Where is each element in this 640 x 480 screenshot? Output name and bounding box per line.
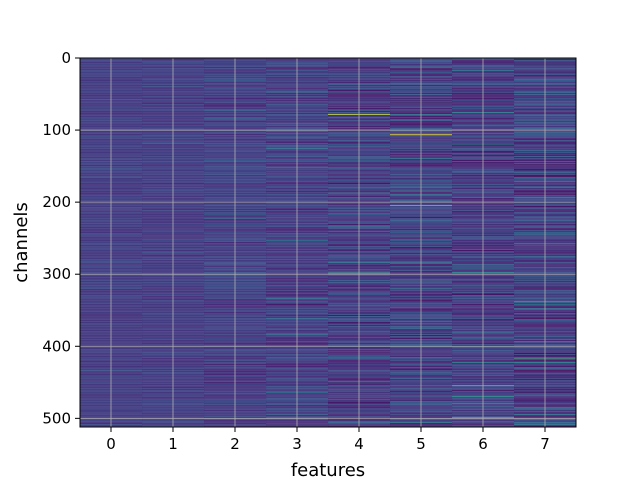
x-tick-label: 4 xyxy=(354,435,364,453)
y-axis-label: channels xyxy=(11,202,32,283)
y-tick-label: 500 xyxy=(42,409,71,427)
y-tick-label: 100 xyxy=(42,121,71,139)
heatmap-cells xyxy=(80,58,577,428)
x-tick-label: 7 xyxy=(540,435,550,453)
y-tick-label: 200 xyxy=(42,193,71,211)
y-axis-ticks: 0 100 200 300 400 500 xyxy=(42,49,80,427)
y-tick-label: 400 xyxy=(42,337,71,355)
x-tick-label: 6 xyxy=(478,435,488,453)
x-tick-label: 2 xyxy=(230,435,240,453)
x-tick-label: 3 xyxy=(292,435,302,453)
y-tick-label: 0 xyxy=(61,49,71,67)
x-tick-label: 1 xyxy=(168,435,178,453)
y-tick-label: 300 xyxy=(42,265,71,283)
plot-frame xyxy=(79,57,577,428)
grid-lines xyxy=(80,57,576,427)
x-axis-ticks: 0 1 2 3 4 5 6 7 xyxy=(106,427,550,453)
x-tick-label: 5 xyxy=(416,435,426,453)
x-tick-label: 0 xyxy=(106,435,116,453)
x-axis-label: features xyxy=(291,460,365,480)
